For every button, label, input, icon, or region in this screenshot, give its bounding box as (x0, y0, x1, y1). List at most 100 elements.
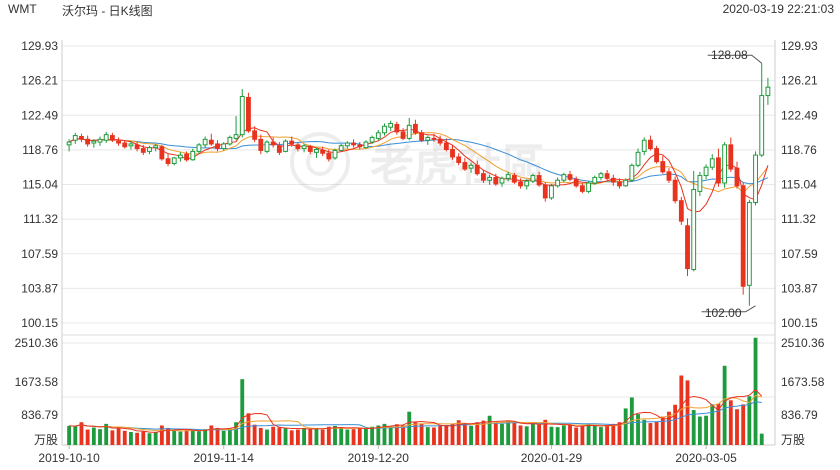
volume-bar[interactable] (549, 426, 554, 445)
volume-bar[interactable] (623, 408, 628, 445)
volume-bar[interactable] (252, 424, 257, 445)
candle[interactable] (549, 185, 554, 199)
candle[interactable] (462, 162, 468, 170)
volume-bar[interactable] (265, 429, 269, 445)
volume-bar[interactable] (153, 432, 158, 445)
volume-bar[interactable] (685, 380, 690, 445)
candle[interactable] (610, 177, 616, 183)
candle[interactable] (171, 157, 177, 164)
candle[interactable] (740, 185, 746, 287)
candle[interactable] (604, 173, 610, 179)
candle[interactable] (79, 136, 84, 140)
candle[interactable] (765, 86, 771, 97)
volume-bar[interactable] (308, 428, 313, 445)
volume-bar[interactable] (227, 428, 232, 445)
volume-bar[interactable] (357, 427, 362, 445)
candle[interactable] (635, 151, 641, 166)
candle[interactable] (109, 135, 115, 141)
volume-bar[interactable] (326, 426, 331, 445)
volume-bar[interactable] (407, 411, 412, 445)
candle[interactable] (406, 124, 412, 139)
candle[interactable] (344, 142, 350, 147)
candle[interactable] (419, 132, 425, 141)
candle[interactable] (215, 143, 220, 150)
candle[interactable] (617, 181, 622, 187)
volume-bar[interactable] (333, 425, 337, 445)
candle[interactable] (629, 164, 635, 181)
candle[interactable] (190, 150, 196, 161)
volume-bar[interactable] (648, 423, 653, 445)
candle[interactable] (258, 138, 264, 151)
candle[interactable] (641, 139, 647, 152)
candle[interactable] (505, 174, 511, 179)
candle[interactable] (412, 123, 418, 134)
candle[interactable] (530, 175, 536, 182)
candle[interactable] (289, 140, 295, 145)
volume-bar[interactable] (747, 396, 752, 445)
volume-bar[interactable] (636, 414, 640, 445)
candle[interactable] (147, 147, 152, 152)
volume-bar[interactable] (394, 424, 399, 445)
candle[interactable] (511, 175, 517, 183)
volume-bar[interactable] (710, 404, 715, 445)
candle[interactable] (326, 152, 332, 160)
candle[interactable] (647, 139, 653, 150)
candle[interactable] (697, 175, 703, 192)
candle[interactable] (72, 135, 78, 141)
candle[interactable] (97, 138, 103, 143)
volume-bar[interactable] (716, 403, 721, 445)
volume-bar[interactable] (728, 400, 733, 445)
candle[interactable] (375, 132, 381, 139)
volume-bar[interactable] (401, 425, 405, 445)
candle[interactable] (264, 141, 270, 152)
candle[interactable] (165, 158, 171, 164)
volume-bar[interactable] (129, 431, 133, 445)
volume-bar[interactable] (704, 415, 708, 445)
volume-bar[interactable] (73, 426, 78, 445)
volume-bar[interactable] (209, 425, 214, 445)
volume-bar[interactable] (741, 404, 746, 445)
volume-bar[interactable] (605, 425, 610, 445)
candle[interactable] (672, 179, 678, 202)
candle[interactable] (153, 145, 159, 149)
candle[interactable] (369, 136, 375, 143)
volume-bar[interactable] (667, 411, 671, 445)
volume-bar[interactable] (753, 337, 758, 445)
candle[interactable] (555, 179, 561, 187)
candle[interactable] (759, 95, 765, 156)
volume-bar[interactable] (79, 422, 84, 445)
candle[interactable] (487, 176, 493, 181)
candle[interactable] (722, 144, 728, 184)
volume-bar[interactable] (456, 420, 461, 445)
volume-bar[interactable] (432, 427, 436, 445)
volume-bar[interactable] (67, 425, 72, 445)
volume-bar[interactable] (351, 429, 356, 445)
candle[interactable] (301, 145, 307, 150)
candle[interactable] (691, 189, 697, 271)
volume-bar[interactable] (530, 423, 535, 445)
candle[interactable] (716, 157, 721, 184)
volume-bar[interactable] (116, 428, 121, 445)
volume-bar[interactable] (122, 430, 127, 445)
candle[interactable] (283, 140, 288, 152)
candle[interactable] (450, 149, 455, 158)
candle[interactable] (579, 185, 585, 192)
candle[interactable] (276, 145, 282, 153)
volume-bar[interactable] (759, 433, 764, 445)
volume-bar[interactable] (246, 413, 251, 445)
candle[interactable] (654, 148, 660, 163)
volume-bar[interactable] (104, 423, 109, 445)
candle[interactable] (734, 167, 740, 187)
candle[interactable] (320, 149, 326, 154)
candle[interactable] (567, 174, 573, 180)
candle[interactable] (499, 177, 505, 184)
candle[interactable] (295, 144, 301, 150)
volume-bar[interactable] (481, 420, 486, 445)
candle[interactable] (728, 144, 734, 170)
candle[interactable] (536, 175, 542, 186)
candle[interactable] (400, 131, 406, 139)
candle[interactable] (524, 180, 530, 187)
volume-bar[interactable] (240, 379, 245, 445)
candle[interactable] (660, 161, 666, 173)
volume-bar[interactable] (500, 423, 504, 445)
